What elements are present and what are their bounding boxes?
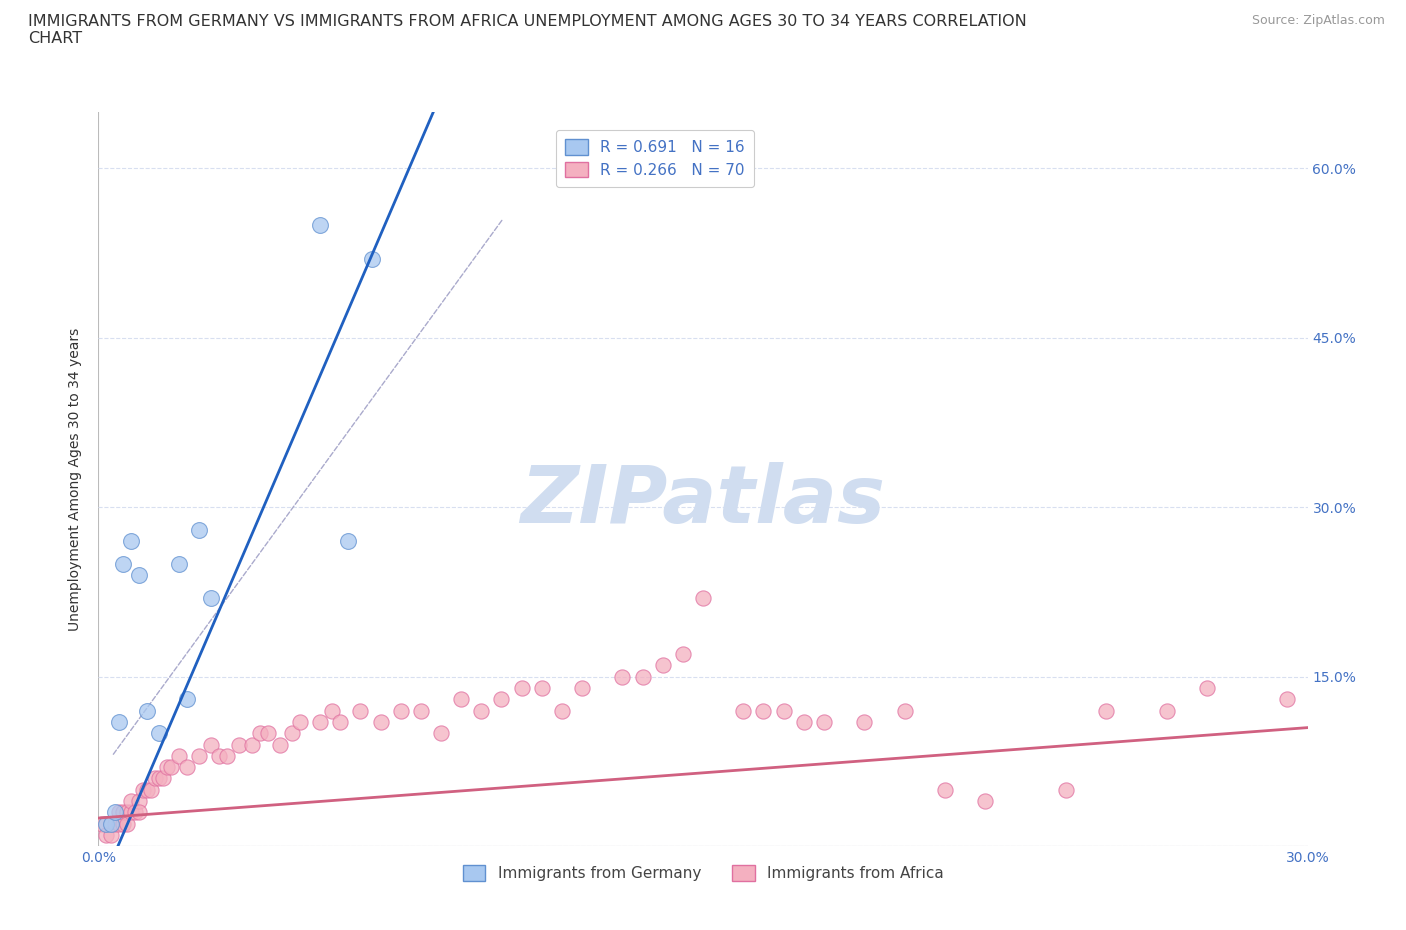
Legend: Immigrants from Germany, Immigrants from Africa: Immigrants from Germany, Immigrants from… <box>453 856 953 890</box>
Point <box>349 703 371 718</box>
Point <box>612 670 634 684</box>
Point <box>370 714 392 729</box>
Point <box>893 703 915 718</box>
Point <box>135 703 157 718</box>
Point <box>115 817 138 831</box>
Point <box>200 737 222 752</box>
Point <box>329 714 352 729</box>
Point <box>107 805 129 820</box>
Point <box>103 805 125 820</box>
Point <box>281 725 304 740</box>
Point <box>240 737 263 752</box>
Point <box>143 771 166 786</box>
Point <box>256 725 278 740</box>
Point <box>111 556 134 571</box>
Point <box>217 749 239 764</box>
Point <box>188 523 211 538</box>
Point <box>120 534 142 549</box>
Point <box>208 749 231 764</box>
Point <box>156 760 179 775</box>
Point <box>188 749 211 764</box>
Point <box>135 782 157 797</box>
Point <box>115 805 138 820</box>
Point <box>288 714 311 729</box>
Point <box>148 725 170 740</box>
Point <box>269 737 291 752</box>
Point <box>148 771 170 786</box>
Point <box>470 703 492 718</box>
Point <box>672 646 695 661</box>
Point <box>228 737 250 752</box>
Point <box>974 793 997 808</box>
Point <box>337 534 360 549</box>
Point <box>772 703 794 718</box>
Point <box>200 591 222 605</box>
Point <box>571 681 593 696</box>
Point <box>91 817 114 831</box>
Point <box>128 805 150 820</box>
Point <box>128 793 150 808</box>
Point <box>1277 692 1299 707</box>
Y-axis label: Unemployment Among Ages 30 to 34 years: Unemployment Among Ages 30 to 34 years <box>69 327 83 631</box>
Point <box>100 828 122 843</box>
Point <box>103 817 125 831</box>
Point <box>152 771 174 786</box>
Point <box>120 805 142 820</box>
Point <box>124 805 146 820</box>
Point <box>491 692 513 707</box>
Point <box>1054 782 1077 797</box>
Point <box>120 793 142 808</box>
Point <box>853 714 876 729</box>
Point <box>430 725 453 740</box>
Point <box>107 714 129 729</box>
Point <box>813 714 835 729</box>
Text: Source: ZipAtlas.com: Source: ZipAtlas.com <box>1251 14 1385 27</box>
Point <box>96 828 118 843</box>
Point <box>128 567 150 582</box>
Point <box>309 218 332 232</box>
Point <box>793 714 815 729</box>
Text: ZIPatlas: ZIPatlas <box>520 462 886 540</box>
Point <box>551 703 574 718</box>
Point <box>132 782 155 797</box>
Point <box>934 782 956 797</box>
Point <box>692 591 714 605</box>
Point <box>389 703 412 718</box>
Point <box>321 703 343 718</box>
Point <box>409 703 432 718</box>
Point <box>530 681 553 696</box>
Point <box>510 681 533 696</box>
Point <box>139 782 162 797</box>
Point <box>107 817 129 831</box>
Point <box>176 692 198 707</box>
Point <box>160 760 183 775</box>
Point <box>176 760 198 775</box>
Point <box>450 692 472 707</box>
Point <box>249 725 271 740</box>
Point <box>1095 703 1118 718</box>
Point <box>361 251 384 266</box>
Point <box>752 703 775 718</box>
Point <box>1195 681 1218 696</box>
Point <box>111 817 134 831</box>
Point <box>96 817 118 831</box>
Point <box>631 670 654 684</box>
Point <box>100 817 122 831</box>
Point <box>167 556 190 571</box>
Point <box>111 805 134 820</box>
Point <box>1156 703 1178 718</box>
Point <box>309 714 332 729</box>
Point <box>167 749 190 764</box>
Point <box>651 658 673 673</box>
Text: IMMIGRANTS FROM GERMANY VS IMMIGRANTS FROM AFRICA UNEMPLOYMENT AMONG AGES 30 TO : IMMIGRANTS FROM GERMANY VS IMMIGRANTS FR… <box>28 14 1026 46</box>
Point <box>733 703 755 718</box>
